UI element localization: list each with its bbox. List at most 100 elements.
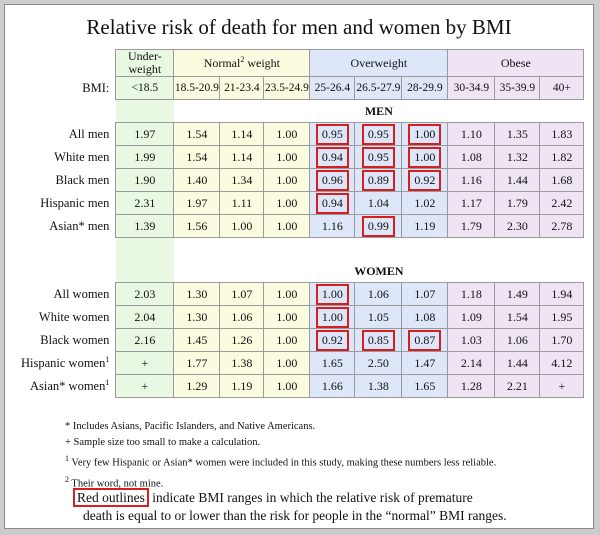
risk-cell: 1.06 xyxy=(494,328,541,353)
risk-cell: 1.11 xyxy=(219,191,265,216)
table-row: White men 1.99 1.54 1.14 1.00 0.94 0.95 1.00 1.0… xyxy=(21,145,585,170)
risk-cell-outlined: 0.92 xyxy=(309,328,356,353)
risk-cell: 1.45 xyxy=(173,328,221,353)
risk-cell: 1.70 xyxy=(539,328,585,353)
bmi-range-cell: 40+ xyxy=(539,76,585,101)
risk-cell: 1.97 xyxy=(115,122,175,147)
risk-cell: 1.47 xyxy=(401,351,449,376)
men-row-label: Black men xyxy=(21,168,116,192)
women-section-heading: WOMEN xyxy=(354,263,404,278)
risk-cell: 2.14 xyxy=(447,351,496,376)
risk-cell: 1.00 xyxy=(263,305,311,330)
bmi-range-cell: 28-29.9 xyxy=(401,76,449,101)
risk-cell: + xyxy=(115,374,175,399)
risk-cell: 1.65 xyxy=(401,374,449,399)
risk-cell-outlined: 0.89 xyxy=(354,168,403,193)
risk-cell-outlined: 1.00 xyxy=(401,122,449,147)
risk-cell: 1.99 xyxy=(115,145,175,170)
footnote: + Sample size too small to make a calcul… xyxy=(65,437,261,448)
risk-cell: 1.49 xyxy=(494,282,541,307)
risk-cell: 2.31 xyxy=(115,191,175,216)
risk-cell: 1.28 xyxy=(447,374,496,399)
risk-cell: 1.00 xyxy=(263,351,311,376)
risk-cell-outlined: 1.00 xyxy=(309,282,356,307)
risk-cell-outlined: 1.00 xyxy=(401,145,449,170)
bmi-range-cell: 18.5-20.9 xyxy=(173,76,221,101)
risk-cell: 1.16 xyxy=(309,214,356,239)
risk-cell: 4.12 xyxy=(539,351,585,376)
risk-cell: 1.00 xyxy=(263,145,311,170)
men-row-label: White men xyxy=(21,145,116,169)
bmi-range-row: BMI: <18.5 18.5-20.9 21-23.4 23.5-24.9 25-26.… xyxy=(21,76,585,101)
legend-note: Red outlines indicate BMI ranges in whic… xyxy=(73,488,507,525)
risk-cell: 2.03 xyxy=(115,282,175,307)
risk-cell: 1.14 xyxy=(219,122,265,147)
men-row-label: Asian* men xyxy=(21,214,116,238)
group-normal: Normal2 weight xyxy=(173,48,311,78)
risk-cell-outlined: 0.95 xyxy=(309,122,356,147)
risk-cell: 1.07 xyxy=(401,282,449,307)
table-row: Black women 2.16 1.45 1.26 1.00 0.92 0.85 0.87 1… xyxy=(21,328,585,353)
group-header-row: Under-weight Normal2 weight Overweight Obes… xyxy=(21,48,585,78)
risk-cell: 1.00 xyxy=(263,374,311,399)
risk-cell: 1.03 xyxy=(447,328,496,353)
risk-cell: 2.04 xyxy=(115,305,175,330)
risk-cell: 1.19 xyxy=(219,374,265,399)
risk-cell: 1.83 xyxy=(539,122,585,147)
risk-cell: 1.79 xyxy=(494,191,541,216)
women-row-label: All women xyxy=(21,282,116,306)
risk-cell-outlined: 0.99 xyxy=(354,214,403,239)
risk-cell: 1.65 xyxy=(309,351,356,376)
table-row: Hispanic men 2.31 1.97 1.11 1.00 0.94 1.04 1.02… xyxy=(21,191,585,216)
risk-cell: 2.42 xyxy=(539,191,585,216)
risk-cell-outlined: 0.94 xyxy=(309,191,356,216)
risk-cell: 1.08 xyxy=(401,305,449,330)
risk-cell: 1.17 xyxy=(447,191,496,216)
risk-cell: 1.06 xyxy=(354,282,403,307)
risk-cell: 1.16 xyxy=(447,168,496,193)
risk-cell-outlined: 0.95 xyxy=(354,145,403,170)
women-row-label: Hispanic women1 xyxy=(21,351,116,375)
risk-cell: 2.30 xyxy=(494,214,541,239)
group-overweight: Overweight xyxy=(309,48,449,78)
risk-cell: 1.79 xyxy=(447,214,496,239)
risk-cell: 1.14 xyxy=(219,145,265,170)
bmi-range-cell: 21-23.4 xyxy=(219,76,265,101)
risk-cell: 2.78 xyxy=(539,214,585,239)
risk-cell: 1.30 xyxy=(173,305,221,330)
risk-cell: 1.40 xyxy=(173,168,221,193)
table-row: Asian* women1 +1.29 1.19 1.00 1.66 1.38 1.65 1.… xyxy=(21,374,585,399)
risk-cell: 1.00 xyxy=(263,122,311,147)
risk-cell: 2.21 xyxy=(494,374,541,399)
men-row-label: Hispanic men xyxy=(21,191,116,215)
bmi-label: BMI: xyxy=(21,76,116,100)
risk-cell: 1.35 xyxy=(494,122,541,147)
risk-cell: 1.44 xyxy=(494,168,541,193)
risk-cell-outlined: 0.94 xyxy=(309,145,356,170)
risk-cell-outlined: 0.92 xyxy=(401,168,449,193)
risk-cell-outlined: 1.00 xyxy=(309,305,356,330)
risk-cell: 1.00 xyxy=(263,214,311,239)
bmi-range-cell: 25-26.4 xyxy=(309,76,356,101)
footnote: * Includes Asians, Pacific Islanders, an… xyxy=(65,421,316,432)
bmi-range-cell: <18.5 xyxy=(115,76,175,101)
risk-cell: 1.29 xyxy=(173,374,221,399)
risk-cell: 1.04 xyxy=(354,191,403,216)
risk-cell: 1.39 xyxy=(115,214,175,239)
men-row-label: All men xyxy=(21,122,116,146)
table-row: Black men 1.90 1.40 1.34 1.00 0.96 0.89 0.92 1.1… xyxy=(21,168,585,193)
risk-cell: 1.34 xyxy=(219,168,265,193)
risk-cell: 1.26 xyxy=(219,328,265,353)
risk-cell: 1.97 xyxy=(173,191,221,216)
risk-cell: 1.56 xyxy=(173,214,221,239)
figure-frame: Relative risk of death for men and women… xyxy=(4,4,594,529)
risk-cell: 1.68 xyxy=(539,168,585,193)
risk-cell: 1.32 xyxy=(494,145,541,170)
risk-cell: 1.09 xyxy=(447,305,496,330)
women-row-label: Black women xyxy=(21,328,116,352)
risk-cell: 1.18 xyxy=(447,282,496,307)
red-outline-sample: Red outlines xyxy=(73,488,149,507)
risk-cell: 1.44 xyxy=(494,351,541,376)
risk-cell: 1.94 xyxy=(539,282,585,307)
table-row: White women 2.04 1.30 1.06 1.00 1.00 1.05 1.08 1… xyxy=(21,305,585,330)
